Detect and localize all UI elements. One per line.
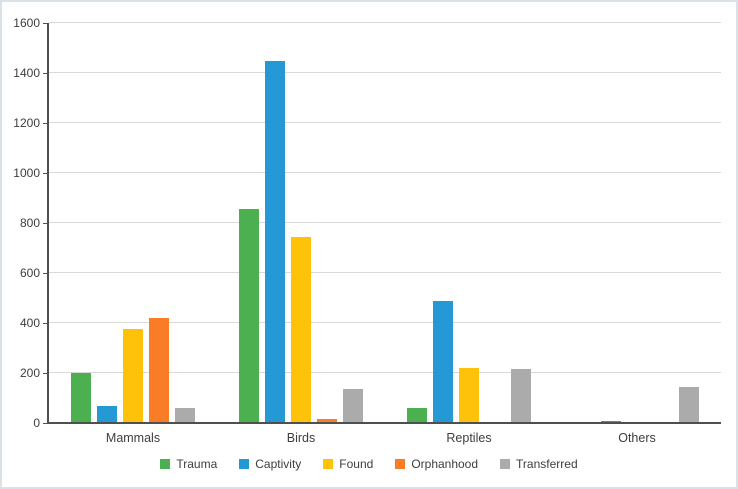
legend-swatch-transferred: [500, 459, 511, 469]
legend-label-trauma: Trauma: [176, 457, 218, 471]
ytick-label-200: 200: [19, 366, 40, 380]
legend-item-orphanhood: Orphanhood: [395, 457, 478, 471]
legend-swatch-found: [323, 459, 334, 469]
ytick-mark-600: [43, 273, 48, 274]
category-label-others: Others: [618, 431, 656, 445]
bar-mammals-trauma: [71, 373, 91, 423]
ytick-label-1000: 1000: [13, 166, 40, 180]
bar-mammals-orphanhood: [149, 318, 169, 423]
bar-mammals-found: [123, 329, 143, 423]
ytick-label-800: 800: [19, 216, 40, 230]
category-labels: Mammals Birds Reptiles Others: [49, 431, 721, 445]
legend-item-found: Found: [323, 457, 373, 471]
legend-swatch-captivity: [239, 459, 250, 469]
ytick-mark-1600: [43, 23, 48, 24]
gridline-1400: [49, 72, 721, 73]
x-axis: [47, 422, 721, 424]
gridline-1600: [49, 22, 721, 23]
ytick-label-1200: 1200: [13, 116, 40, 130]
ytick-mark-1400: [43, 73, 48, 74]
ytick-mark-1000: [43, 173, 48, 174]
ytick-label-1600: 1600: [13, 16, 40, 30]
bar-group-mammals: [49, 23, 217, 423]
gridline-200: [49, 372, 721, 373]
legend: Trauma Captivity Found Orphanhood Transferre…: [2, 457, 736, 471]
legend-label-found: Found: [339, 457, 374, 471]
bar-birds-orphanhood: [317, 419, 337, 423]
gridline-400: [49, 322, 721, 323]
bar-birds-captivity: [265, 60, 285, 423]
legend-item-trauma: Trauma: [160, 457, 217, 471]
ytick-mark-1200: [43, 123, 48, 124]
legend-item-transferred: Transferred: [500, 457, 578, 471]
bar-mammals-transferred: [175, 408, 195, 423]
gridline-1000: [49, 172, 721, 173]
ytick-label-400: 400: [19, 316, 40, 330]
legend-label-transferred: Transferred: [516, 457, 578, 471]
bar-reptiles-found: [459, 368, 479, 423]
y-axis: [47, 23, 49, 423]
legend-label-captivity: Captivity: [255, 457, 302, 471]
ytick-label-0: 0: [33, 416, 40, 430]
ytick-label-600: 600: [19, 266, 40, 280]
legend-swatch-trauma: [160, 459, 171, 469]
bar-reptiles-transferred: [511, 369, 531, 423]
gridline-800: [49, 222, 721, 223]
ytick-mark-800: [43, 223, 48, 224]
bar-others-transferred: [679, 386, 699, 423]
bar-group-reptiles: [385, 23, 553, 423]
ytick-mark-0: [43, 423, 48, 424]
bar-reptiles-trauma: [407, 407, 427, 423]
legend-item-captivity: Captivity: [239, 457, 301, 471]
gridline-600: [49, 272, 721, 273]
plot-area: [47, 22, 721, 424]
bar-birds-found: [291, 236, 311, 423]
bar-birds-transferred: [343, 389, 363, 423]
bar-mammals-captivity: [97, 405, 117, 423]
ytick-mark-200: [43, 373, 48, 374]
bar-group-birds: [217, 23, 385, 423]
bar-birds-trauma: [239, 209, 259, 423]
category-label-mammals: Mammals: [105, 431, 161, 445]
legend-label-orphanhood: Orphanhood: [411, 457, 479, 471]
ytick-mark-400: [43, 323, 48, 324]
bar-group-others: [553, 23, 721, 423]
bar-reptiles-captivity: [433, 300, 453, 423]
category-label-birds: Birds: [286, 431, 316, 445]
bar-groups: [49, 23, 721, 423]
legend-swatch-orphanhood: [395, 459, 406, 469]
gridline-1200: [49, 122, 721, 123]
ytick-label-1400: 1400: [13, 66, 40, 80]
category-label-reptiles: Reptiles: [446, 431, 492, 445]
